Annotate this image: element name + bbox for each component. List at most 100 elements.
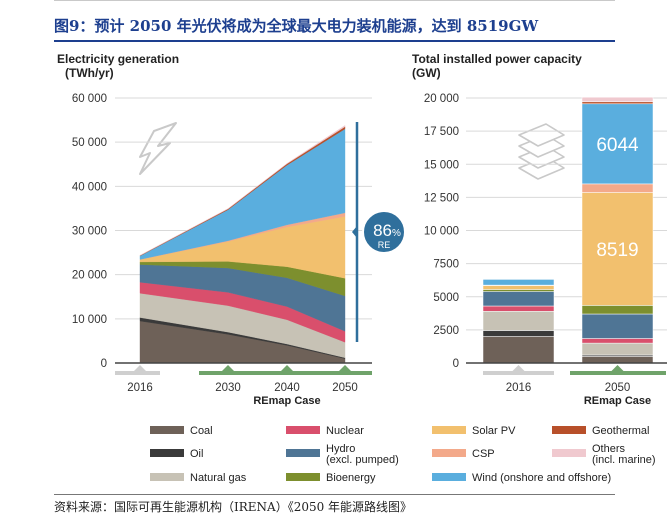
left-2016-band [115, 371, 160, 375]
left-x-tick-label: 2040 [274, 382, 300, 394]
left-x-tick-label: 2050 [332, 382, 358, 394]
area-others-incl-marine [139, 125, 346, 256]
re-badge-unit: % [392, 228, 401, 239]
right-y-tick-label: 10 000 [424, 226, 459, 238]
title-rule [54, 40, 615, 42]
legend-swatch [286, 449, 320, 457]
bar-segment-2050 [581, 356, 654, 364]
legend-label: CSP [472, 448, 495, 460]
re-bracket-pointer [352, 226, 357, 238]
left-chart-title: Electricity generation [57, 52, 179, 66]
legend-label: Geothermal [592, 425, 649, 437]
bar-segment-2050 [581, 313, 654, 339]
re-badge [362, 210, 406, 254]
figure-title: 图9：预计 2050 年光伏将成为全球最大电力装机能源，达到 8519GW [54, 17, 539, 35]
chart-canvas: Electricity generation (TWh/yr) Total in… [57, 52, 667, 484]
legend-swatch [552, 426, 586, 434]
left-chart-x-axis: 2016 2030 2040 2050 REmap Case [115, 362, 372, 407]
right-x-axis-label: REmap Case [584, 395, 651, 407]
legend-label: Hydro (excl. pumped) [326, 443, 399, 466]
right-x-tick-label: 2050 [605, 382, 631, 394]
legend-label-line: (excl. pumped) [326, 454, 399, 466]
left-x-tick-marker [134, 365, 146, 371]
legend-swatch [432, 473, 466, 481]
right-chart-title: Total installed power capacity [412, 52, 582, 66]
left-x-tick-marker [281, 365, 293, 371]
bar-segment-2050 [581, 103, 654, 185]
legend-swatch [432, 449, 466, 457]
left-x-axis-label: REmap Case [253, 395, 320, 407]
right-chart-bars: 8519 6044 [482, 96, 654, 364]
left-chart-unit: (TWh/yr) [65, 66, 114, 80]
bar-value-label-wind: 6044 [596, 135, 639, 156]
right-y-tick-label: 17 500 [424, 126, 459, 138]
left-y-tick-label: 60 000 [72, 93, 107, 105]
right-y-tick-label: 5000 [433, 292, 459, 304]
right-y-tick-label: 2500 [433, 325, 459, 337]
legend-label: Others (incl. marine) [592, 443, 656, 466]
re-badge-label: RE [378, 240, 391, 250]
bar-segment-2016 [482, 278, 555, 286]
right-x-tick-marker [512, 365, 525, 371]
bottom-rule [54, 494, 615, 495]
left-chart-y-axis: 0 10 000 20 000 30 000 40 000 50 000 60 000 [72, 93, 107, 370]
bar-segment-2016 [482, 285, 555, 290]
right-chart-unit: (GW) [412, 66, 441, 80]
bar-segment-2016 [482, 291, 555, 307]
bar-segment-2050 [581, 183, 654, 193]
right-x-tick-label: 2016 [506, 382, 532, 394]
bar-segment-2050 [581, 101, 654, 105]
legend-label: Coal [190, 425, 213, 437]
left-chart-areas [139, 125, 346, 364]
left-y-tick-label: 10 000 [72, 314, 107, 326]
legend: Coal Nuclear Solar PV Geothermal Oil Hydro (ex… [150, 425, 656, 484]
left-y-tick-label: 0 [101, 358, 107, 370]
bar-segment-2050 [581, 338, 654, 344]
source-note: 资料来源：国际可再生能源机构（IRENA）《2050 年能源路线图》 [54, 500, 413, 514]
left-y-tick-label: 40 000 [72, 181, 107, 193]
stacked-panels-icon [518, 123, 565, 180]
bar-segment-2050 [581, 96, 654, 103]
legend-swatch [150, 473, 184, 481]
legend-label: Natural gas [190, 472, 247, 484]
left-remap-band [199, 371, 372, 375]
lightning-bolt-icon [139, 122, 177, 175]
legend-swatch [150, 449, 184, 457]
top-rule [54, 0, 615, 1]
re-badge-value: 86% [373, 221, 401, 240]
right-chart-y-axis: 0 2500 5000 7500 10 000 12 500 15 000 17 500 20 … [424, 93, 459, 370]
left-x-tick-label: 2030 [215, 382, 241, 394]
legend-label: Solar PV [472, 425, 516, 437]
legend-swatch [552, 449, 586, 457]
left-x-tick-marker [339, 365, 351, 371]
legend-label-line: Others [592, 443, 626, 455]
legend-label: Wind (onshore and offshore) [472, 472, 611, 484]
left-x-tick-label: 2016 [127, 382, 153, 394]
bar-segment-2050 [581, 192, 654, 306]
bar-segment-2050 [581, 354, 654, 357]
legend-label: Nuclear [326, 425, 364, 437]
bar-segment-2050 [581, 305, 654, 315]
right-y-tick-label: 7500 [433, 259, 459, 271]
right-y-tick-label: 20 000 [424, 93, 459, 105]
bar-value-label-solar: 8519 [596, 240, 638, 261]
left-y-tick-label: 50 000 [72, 137, 107, 149]
legend-label-line: Hydro [326, 443, 355, 455]
bar-segment-2016 [482, 305, 555, 312]
legend-label: Bioenergy [326, 472, 376, 484]
left-x-tick-marker [222, 365, 234, 371]
right-y-tick-label: 15 000 [424, 159, 459, 171]
re-badge-number: 86 [373, 221, 392, 240]
legend-swatch [286, 473, 320, 481]
bar-segment-2016 [482, 311, 555, 331]
legend-swatch [150, 426, 184, 434]
legend-label-line: (incl. marine) [592, 454, 656, 466]
bar-segment-2016 [482, 336, 555, 364]
right-y-tick-label: 0 [453, 358, 459, 370]
legend-swatch [432, 426, 466, 434]
bar-segment-2016 [482, 278, 555, 280]
bar-segment-2016 [482, 289, 555, 292]
right-2016-band [483, 371, 554, 375]
legend-label: Oil [190, 448, 203, 460]
